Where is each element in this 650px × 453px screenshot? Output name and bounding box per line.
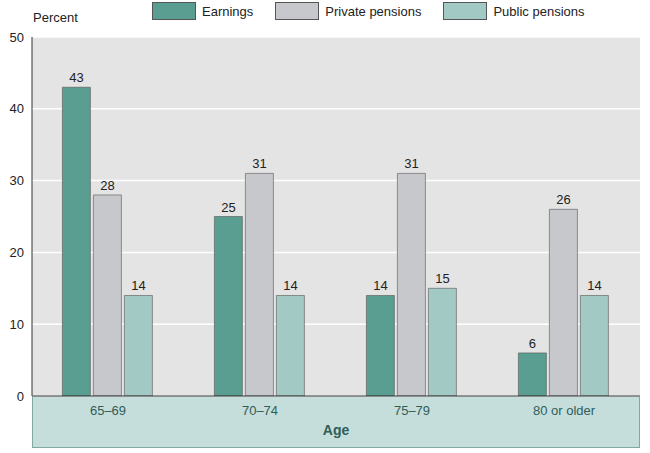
html-text:Percent: Percent	[33, 10, 78, 25]
html-text:Earnings: Earnings	[202, 3, 254, 19]
html-text:Private pensions: Private pensions	[325, 3, 422, 19]
svg-text:70–74: 70–74	[242, 403, 278, 418]
svg-text:20: 20	[10, 245, 24, 260]
svg-text:30: 30	[10, 173, 24, 188]
html-text:Age: Age	[322, 422, 350, 438]
svg-text:15: 15	[435, 271, 449, 286]
svg-text:31: 31	[404, 156, 418, 171]
svg-text:10: 10	[10, 317, 24, 332]
svg-text:14: 14	[587, 278, 601, 293]
svg-text:14: 14	[283, 278, 297, 293]
svg-text:75–79: 75–79	[394, 403, 430, 418]
svg-text:65–69: 65–69	[90, 403, 126, 418]
svg-text:0: 0	[17, 389, 24, 404]
svg-text:6: 6	[529, 336, 536, 351]
svg-text:14: 14	[373, 278, 387, 293]
html-text:Public pensions: Public pensions	[493, 3, 585, 19]
svg-text:43: 43	[69, 70, 83, 85]
svg-text:80 or older: 80 or older	[533, 403, 596, 418]
svg-text:40: 40	[10, 101, 24, 116]
svg-text:26: 26	[556, 192, 570, 207]
svg-text:25: 25	[221, 200, 235, 215]
svg-text:14: 14	[131, 278, 145, 293]
svg-text:50: 50	[10, 30, 24, 45]
svg-text:31: 31	[252, 156, 266, 171]
svg-text:28: 28	[100, 178, 114, 193]
